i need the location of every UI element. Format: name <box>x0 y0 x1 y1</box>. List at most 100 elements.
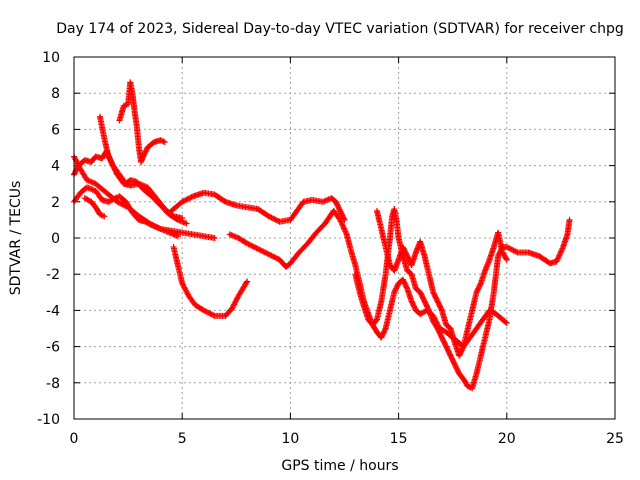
data-point <box>511 248 518 255</box>
data-point <box>174 233 181 240</box>
data-point <box>244 240 251 247</box>
series-arc-7 <box>168 189 348 225</box>
data-point <box>509 246 516 253</box>
data-point <box>503 256 510 263</box>
data-point <box>188 194 195 201</box>
data-point <box>477 281 484 288</box>
data-point <box>118 200 125 207</box>
x-tick-label: 20 <box>498 431 516 447</box>
y-tick-label: -8 <box>46 376 60 392</box>
data-point <box>268 252 275 259</box>
data-point <box>161 139 168 146</box>
data-point <box>184 196 191 203</box>
data-point <box>265 251 272 258</box>
data-point <box>115 199 122 206</box>
data-point <box>244 278 251 285</box>
x-tick-labels: 0 5 10 15 20 25 <box>70 431 624 447</box>
data-point <box>261 249 268 256</box>
data-point <box>506 245 513 252</box>
data-point <box>269 215 276 222</box>
data-point <box>438 306 445 313</box>
data-point <box>513 248 520 255</box>
data-point <box>183 196 190 203</box>
data-point <box>257 247 264 254</box>
x-tick-label: 0 <box>70 431 79 447</box>
data-point <box>268 214 275 221</box>
data-point <box>181 197 188 204</box>
plot-frame <box>73 56 616 420</box>
y-tick-label: 6 <box>51 122 60 138</box>
x-axis-label: GPS time / hours <box>281 458 398 474</box>
data-point <box>271 215 278 222</box>
data-point <box>116 200 123 207</box>
series-arc-5 <box>116 79 168 165</box>
series-arc-11 <box>373 207 510 359</box>
data-point <box>271 254 278 261</box>
data-point <box>260 248 267 255</box>
data-point <box>507 246 514 253</box>
data-point <box>267 213 274 220</box>
data-point <box>269 253 276 260</box>
data-point <box>202 308 209 315</box>
y-tick-label: 10 <box>42 50 60 66</box>
data-point <box>246 241 253 248</box>
x-tick-label: 25 <box>606 431 624 447</box>
data-point <box>264 250 271 257</box>
data-point <box>211 235 218 241</box>
series-arc-8 <box>170 244 251 319</box>
data-point <box>183 220 190 227</box>
data-point <box>249 243 256 250</box>
x-tick-label: 15 <box>390 431 408 447</box>
data-point <box>254 245 261 252</box>
y-axis-label: SDTVAR / TECUs <box>8 181 24 296</box>
data-point <box>403 284 410 291</box>
chart-title: Day 174 of 2023, Sidereal Day-to-day VTE… <box>56 21 624 37</box>
data-point <box>503 255 510 262</box>
data-point <box>256 246 263 253</box>
y-tick-label: 0 <box>51 231 60 247</box>
data-point <box>503 244 510 251</box>
gridlines <box>74 57 615 419</box>
data-point <box>263 249 270 256</box>
data-point <box>459 344 466 351</box>
data-point <box>114 198 121 205</box>
data-marks <box>71 79 573 392</box>
y-tick-label: -10 <box>37 412 60 428</box>
y-tick-label: -4 <box>46 303 60 319</box>
data-point <box>203 308 210 315</box>
data-point <box>187 194 194 201</box>
data-point <box>503 320 510 327</box>
data-point <box>200 307 207 314</box>
series-arc-4 <box>96 113 186 222</box>
data-point <box>210 312 217 319</box>
data-point <box>267 251 274 258</box>
data-point <box>207 310 214 317</box>
y-tick-label: 8 <box>51 86 60 102</box>
data-point <box>245 241 252 248</box>
data-point <box>425 306 432 313</box>
x-tick-label: 5 <box>178 431 187 447</box>
x-tick-label: 10 <box>281 431 299 447</box>
data-point <box>147 221 154 228</box>
data-point <box>250 243 257 250</box>
data-point <box>272 254 279 261</box>
y-tick-labels: -10 -8 -6 -4 -2 0 2 4 6 8 10 <box>37 50 60 428</box>
y-tick-label: -6 <box>46 340 60 356</box>
data-point <box>185 195 192 202</box>
series-arc-3 <box>71 184 181 240</box>
data-point <box>505 244 512 251</box>
data-point <box>179 215 186 222</box>
data-point <box>179 198 186 205</box>
data-point <box>253 245 260 252</box>
data-point <box>273 255 280 262</box>
y-tick-label: 2 <box>51 195 60 211</box>
data-point <box>101 213 108 220</box>
data-point <box>566 216 573 223</box>
data-point <box>160 138 167 145</box>
data-point <box>265 213 272 220</box>
data-point <box>502 319 509 326</box>
y-tick-label: 4 <box>51 159 60 175</box>
data-point <box>206 310 213 317</box>
data-point <box>510 247 517 254</box>
